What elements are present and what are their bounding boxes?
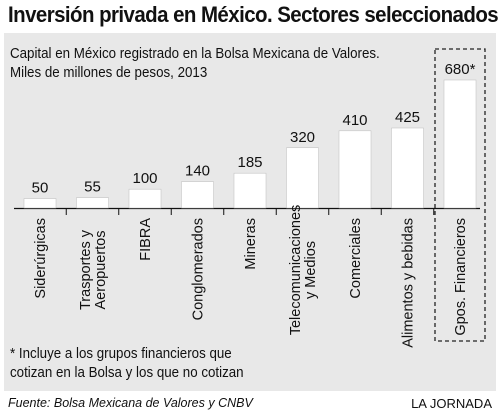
category-label-7: Comerciales [348, 218, 364, 299]
category-label-line: Conglomerados [191, 218, 207, 320]
category-label-6: Telecomunicaciones y Medios [288, 205, 319, 336]
category-label-line: Telecomunicaciones [288, 205, 304, 336]
publisher-credit: LA JORNADA [411, 396, 492, 411]
value-label-2: 55 [84, 179, 101, 196]
category-label-line: Comerciales [348, 218, 364, 299]
category-label-4: Conglomerados [191, 218, 207, 320]
bar-4 [181, 181, 214, 209]
value-label-6: 320 [290, 129, 315, 146]
bar-5 [233, 172, 267, 209]
category-label-line: Alimentos y bebidas [401, 218, 417, 348]
bar-9 [443, 79, 477, 209]
value-label-7: 410 [342, 112, 367, 129]
chart-panel [4, 33, 496, 391]
category-label-3: FIBRA [138, 218, 154, 261]
category-label-9: Gpos. Financieros [453, 218, 469, 336]
category-label-line: FIBRA [138, 218, 154, 261]
category-label-line: Mineras [243, 218, 259, 270]
highlight-box [434, 48, 486, 342]
chart-subtitle-line-1: Capital en México registrado en la Bolsa… [10, 46, 380, 62]
value-label-4: 140 [185, 163, 210, 180]
category-label-8: Alimentos y bebidas [401, 218, 417, 348]
category-label-2: Trasportes y Aeropuertos [78, 229, 109, 310]
category-label-line: Aeropuertos [93, 231, 109, 310]
footnote-line-1: * Incluye a los grupos financieros que [10, 346, 232, 362]
category-label-line: Siderúrgicas [33, 218, 49, 299]
bar-7 [338, 130, 372, 209]
bar-2 [76, 197, 109, 209]
bar-8 [391, 127, 424, 209]
value-label-9: 680* [445, 61, 476, 78]
chart-subtitle-line-2: Miles de millones de pesos, 2013 [10, 65, 208, 81]
source-note: Fuente: Bolsa Mexicana de Valores y CNBV [8, 396, 253, 410]
value-label-8: 425 [395, 109, 420, 126]
chart-title: Inversión privada en México. Sectores se… [8, 2, 499, 27]
category-label-line: Gpos. Financieros [453, 218, 469, 336]
category-label-line: Trasportes y [78, 229, 94, 310]
category-label-line: y Medios [303, 241, 319, 299]
bar-6 [286, 147, 319, 209]
bar-3 [128, 188, 162, 209]
value-label-1: 50 [32, 180, 49, 197]
bar-1 [23, 198, 57, 209]
category-label-5: Mineras [243, 218, 259, 270]
value-label-3: 100 [132, 170, 157, 187]
category-label-1: Siderúrgicas [33, 218, 49, 299]
value-label-5: 185 [237, 154, 262, 171]
footnote-line-2: cotizan en la Bolsa y los que no cotizan [10, 365, 244, 381]
